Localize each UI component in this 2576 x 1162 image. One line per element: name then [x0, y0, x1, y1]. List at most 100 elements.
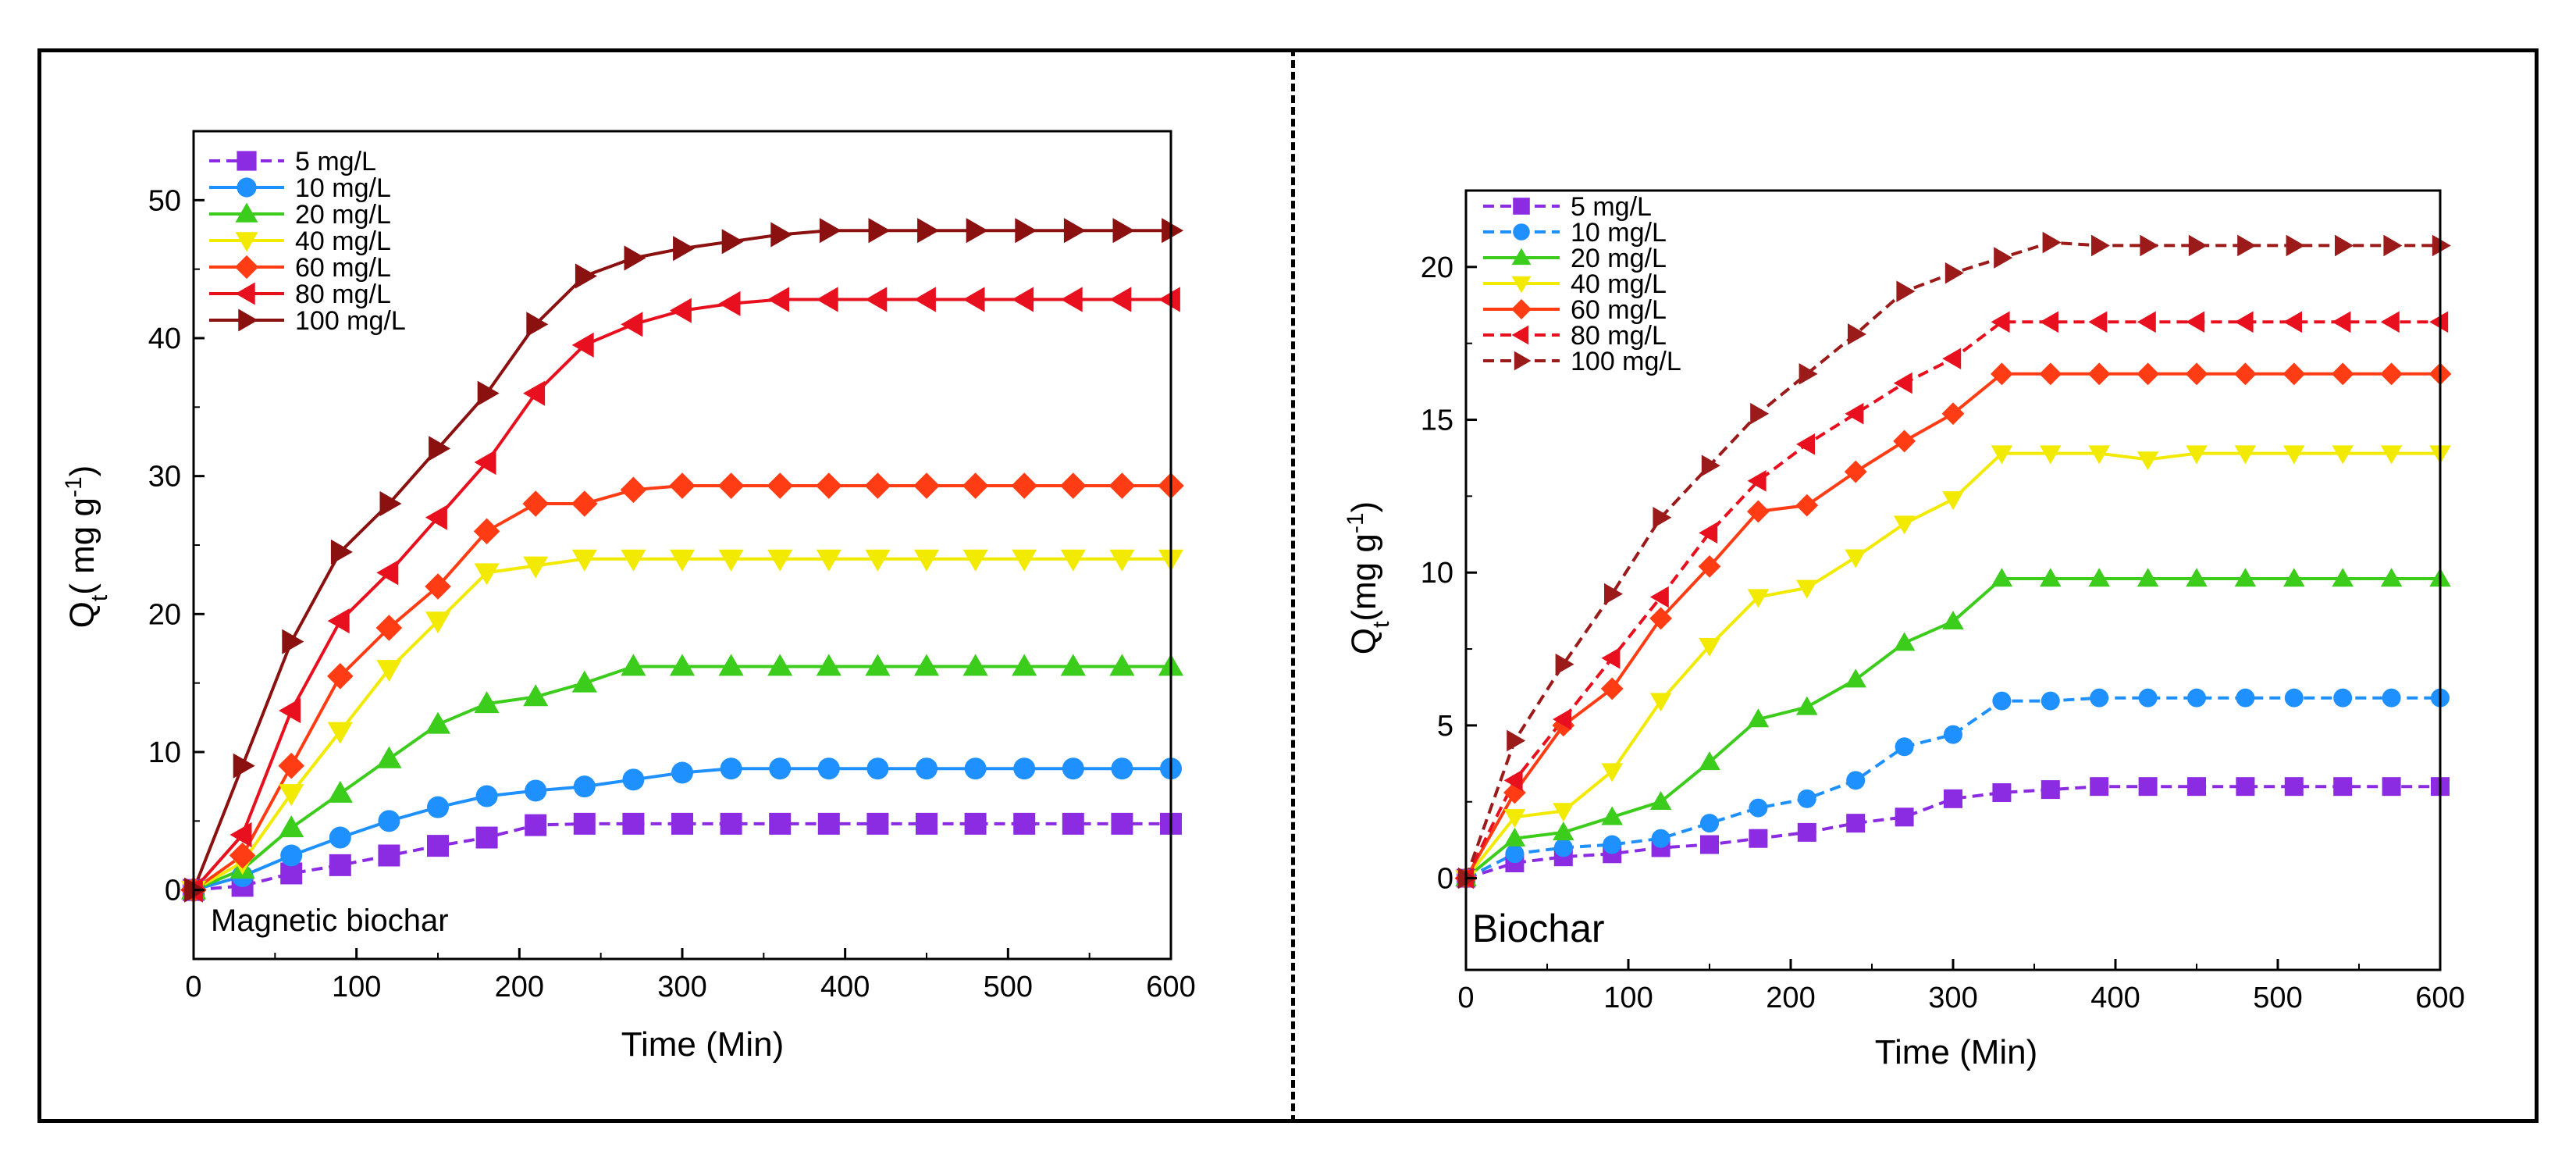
data-point-s6-3 — [330, 539, 353, 565]
data-point-s0-9 — [622, 812, 645, 835]
legend-marker-4 — [1511, 299, 1532, 319]
data-point-s2-6 — [474, 691, 500, 714]
data-point-s3-9 — [1893, 515, 1916, 535]
y-axis-label-exp: -1 — [1343, 512, 1368, 533]
data-point-s2-13 — [2088, 568, 2110, 587]
data-point-s4-3 — [1600, 677, 1624, 700]
data-point-s3-16 — [2234, 445, 2257, 465]
panel-label: Biochar — [1472, 907, 1605, 950]
data-point-s1-8 — [573, 775, 596, 798]
x-axis-label: Time (Min) — [1875, 1033, 2038, 1071]
series-markers — [1454, 231, 2452, 889]
data-point-s0-3 — [329, 854, 351, 876]
data-point-s5-17 — [2283, 311, 2302, 333]
data-point-s6-13 — [819, 218, 841, 244]
data-point-s0-9 — [1895, 807, 1914, 827]
data-point-s6-11 — [721, 229, 744, 255]
data-point-s3-10 — [669, 549, 696, 572]
legend-marker-3 — [235, 232, 258, 252]
legend-marker-6 — [1514, 351, 1532, 371]
data-point-s4-8 — [1844, 460, 1867, 483]
legend-marker-0 — [237, 151, 257, 171]
data-point-s0-7 — [1797, 822, 1816, 842]
data-point-s4-18 — [1060, 472, 1087, 499]
data-point-s2-14 — [865, 654, 891, 676]
panel-label: Magnetic biochar — [211, 904, 449, 938]
legend-label-0: 5 mg/L — [295, 147, 376, 176]
data-point-s3-12 — [2040, 445, 2062, 465]
data-point-s4-19 — [1108, 472, 1136, 499]
x-tick-label: 600 — [1146, 971, 1195, 1003]
data-point-s2-5 — [425, 711, 451, 734]
data-point-s6-14 — [868, 218, 891, 244]
y-axis-label: Qt(mg g-1) — [1343, 501, 1394, 654]
y-tick-label: 10 — [1421, 557, 1453, 590]
data-point-s5-12 — [767, 287, 790, 312]
figure-frame — [37, 48, 2539, 1123]
data-point-s6-8 — [575, 263, 597, 289]
data-point-s3-17 — [1012, 549, 1037, 572]
data-point-s2-9 — [621, 654, 646, 676]
data-point-s0-8 — [573, 812, 596, 835]
data-point-s1-10 — [1944, 725, 1962, 744]
data-point-s3-11 — [718, 549, 744, 572]
data-point-s0-11 — [720, 812, 742, 835]
data-point-s5-4 — [376, 560, 399, 586]
data-point-s5-8 — [1845, 402, 1864, 425]
x-tick-label: 100 — [332, 971, 381, 1003]
data-point-s4-5 — [1698, 554, 1721, 578]
data-point-s5-4 — [1649, 586, 1669, 608]
y-tick-label: 0 — [1437, 863, 1453, 896]
data-point-s1-3 — [1603, 835, 1622, 854]
data-point-s1-12 — [769, 757, 792, 780]
legend-label-5: 80 mg/L — [1571, 321, 1667, 351]
data-point-s2-19 — [2380, 568, 2403, 587]
data-point-s1-7 — [525, 779, 547, 802]
data-point-s0-10 — [1944, 789, 1962, 808]
y-axis-label-main: Q — [1345, 628, 1383, 654]
y-axis-label: Qt( mg g-1) — [61, 465, 112, 629]
data-point-s1-9 — [622, 768, 645, 791]
data-point-s6-2 — [1555, 653, 1574, 675]
y-ticks: 0 10 20 30 40 50 — [148, 184, 205, 907]
data-point-s4-7 — [522, 490, 549, 517]
data-point-s2-3 — [1601, 806, 1623, 825]
data-point-s0-4 — [378, 844, 400, 867]
data-point-s4-12 — [767, 472, 793, 499]
data-point-s5-6 — [1747, 470, 1767, 492]
data-point-s1-19 — [2382, 688, 2401, 708]
x-tick-label: 0 — [185, 971, 201, 1003]
data-point-s4-14 — [2137, 362, 2159, 386]
y-axis-label-sub: t — [87, 594, 112, 601]
data-point-s4-15 — [2185, 362, 2208, 386]
y-tick-label: 0 — [165, 875, 181, 907]
legend-marker-0 — [1513, 198, 1530, 215]
data-point-s0-13 — [2090, 777, 2109, 797]
data-point-s0-7 — [525, 814, 547, 836]
data-point-s6-18 — [1063, 218, 1086, 244]
data-point-s2-7 — [1796, 696, 1818, 715]
x-tick-label: 500 — [2253, 982, 2302, 1014]
legend-marker-4 — [234, 255, 259, 280]
data-point-s5-11 — [1991, 311, 2010, 333]
data-point-s6-1 — [1507, 729, 1526, 752]
legend-label-0: 5 mg/L — [1571, 192, 1652, 222]
data-point-s5-2 — [1553, 708, 1571, 730]
data-point-s1-18 — [2333, 688, 2353, 708]
data-point-s0-12 — [769, 812, 792, 835]
data-point-s2-10 — [1942, 611, 1964, 630]
legend-label-2: 20 mg/L — [1571, 244, 1667, 273]
data-point-s5-19 — [1109, 287, 1132, 312]
data-point-s4-13 — [2087, 362, 2111, 386]
data-point-s0-19 — [1111, 812, 1133, 835]
y-ticks: 0 5 10 15 20 — [1421, 251, 1477, 896]
data-point-s5-13 — [2088, 311, 2108, 333]
y-axis-label-units: (mg g — [1345, 533, 1383, 621]
data-point-s3-15 — [2186, 445, 2208, 465]
data-point-s5-17 — [1012, 287, 1034, 312]
data-point-s4-12 — [2039, 362, 2062, 386]
data-point-s3-2 — [279, 784, 304, 807]
data-point-s2-18 — [2332, 568, 2354, 587]
data-point-s2-12 — [767, 654, 793, 676]
data-point-s6-16 — [2237, 234, 2257, 257]
